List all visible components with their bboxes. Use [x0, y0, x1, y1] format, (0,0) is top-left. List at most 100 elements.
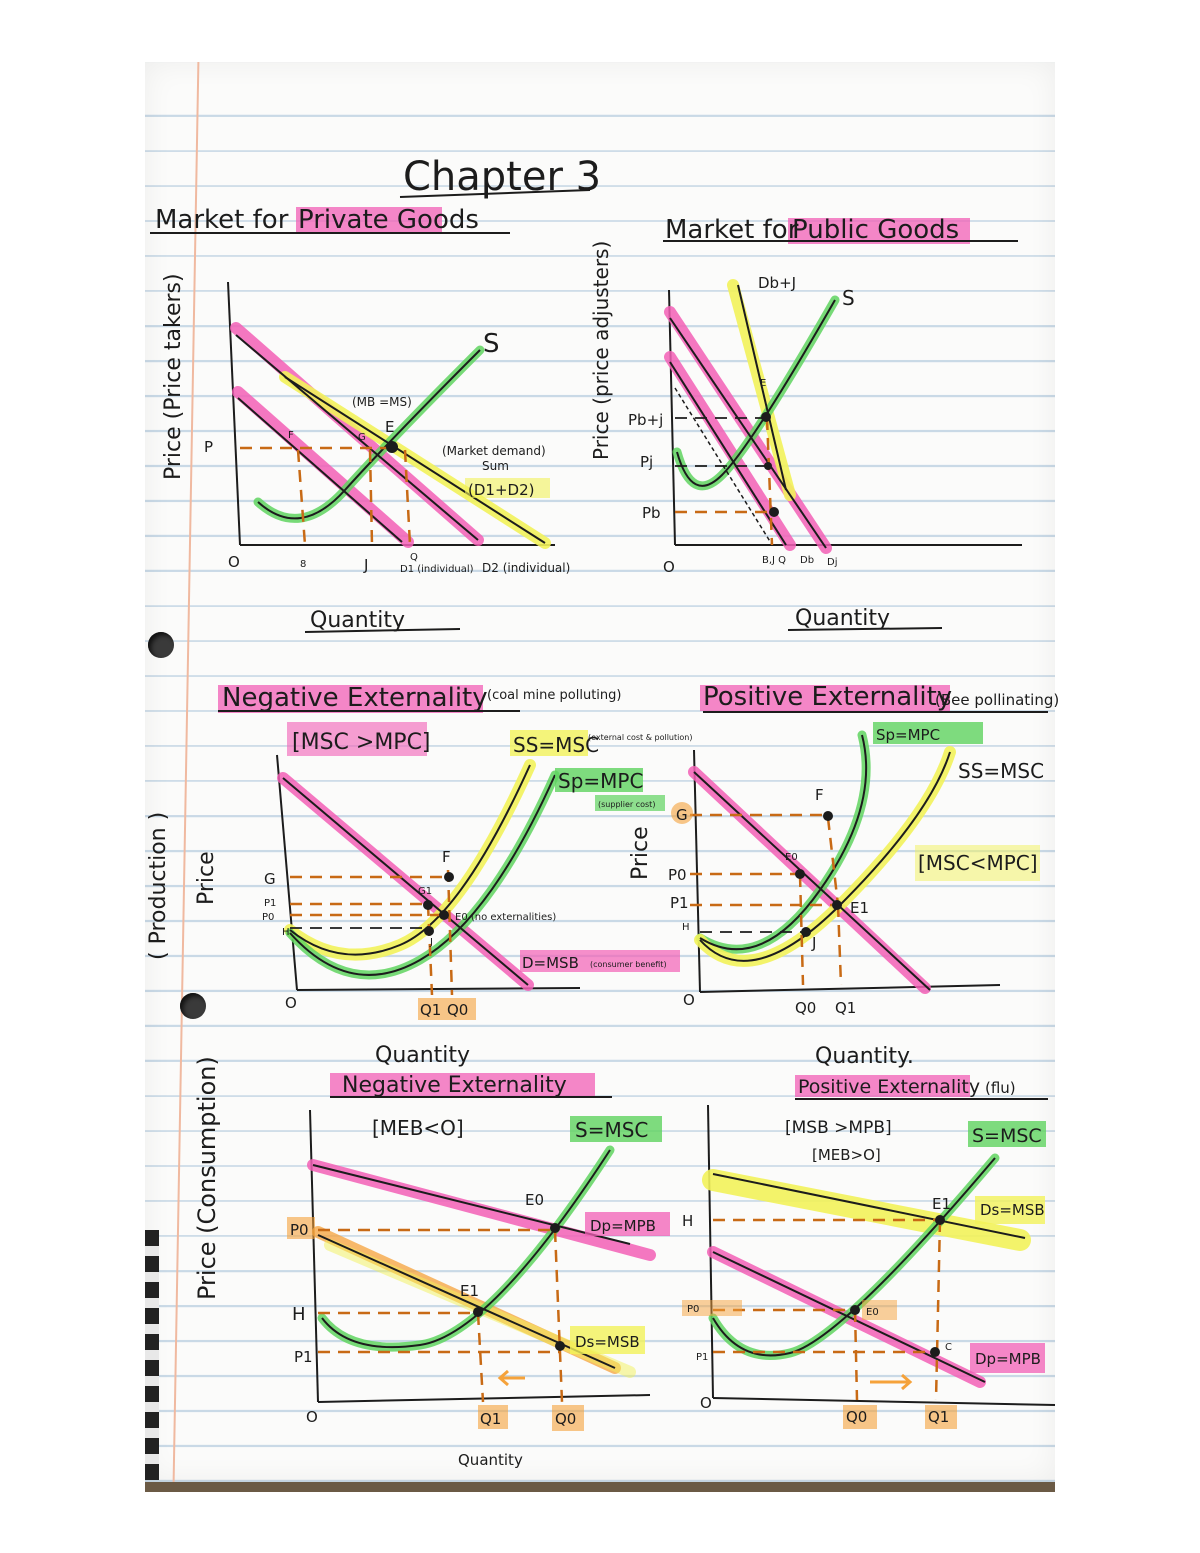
neg-cons-origin: O [306, 1408, 318, 1426]
neg-cons-e1: E1 [460, 1282, 479, 1300]
private-x-axis: Quantity [310, 608, 405, 633]
pos-prod-f: F [815, 786, 824, 804]
private-supply-label: S [483, 329, 500, 359]
private-heading-highlight: Private Goods [298, 205, 479, 235]
neg-cons-s-msc: S=MSC [575, 1118, 648, 1142]
private-market-demand-3: (D1+D2) [468, 481, 534, 499]
margin-label-price-adjusters: Price (price adjusters) [589, 241, 613, 460]
pos-prod-sp-mpc: Sp=MPC [876, 726, 940, 744]
public-point-e: E [760, 378, 766, 389]
neg-prod-p0: P0 [262, 912, 274, 923]
pos-cons-e0: E0 [866, 1307, 879, 1318]
neg-prod-g1: G1 [418, 886, 432, 897]
pos-prod-g: G [676, 806, 688, 824]
chart-public-goods: Market for Public Goods Db+J S E Pb+j Pj… [628, 215, 1022, 631]
neg-cons-h: H [292, 1304, 306, 1325]
pos-cons-q0: Q0 [846, 1408, 867, 1426]
neg-prod-d-note: (consumer benefit) [590, 960, 667, 969]
public-q-axis: B,J Q [762, 555, 786, 566]
pos-prod-p1: P1 [670, 894, 689, 912]
pos-cons-q1: Q1 [928, 1408, 949, 1426]
private-mb-ms: (MB =MS) [352, 395, 412, 409]
neg-prod-p1: P1 [264, 898, 276, 909]
pos-prod-q0: Q0 [795, 999, 816, 1017]
pos-prod-h: H [682, 922, 690, 933]
neg-prod-j: J [429, 937, 433, 948]
private-q-8: 8 [300, 559, 306, 570]
neg-prod-origin: O [285, 994, 297, 1012]
neg-prod-e0: E0 (no externalities) [455, 912, 556, 923]
spiral-binding [145, 1230, 159, 1480]
pos-cons-c: C [945, 1342, 952, 1353]
neg-cons-p1: P1 [294, 1348, 313, 1366]
punch-hole [148, 632, 174, 658]
pos-cons-note: (flu) [985, 1079, 1016, 1097]
pos-cons-origin: O [700, 1394, 712, 1412]
pos-prod-heading: Positive Externality [703, 682, 952, 712]
neg-cons-p0: P0 [290, 1221, 309, 1239]
neg-prod-sp-note: (supplier cost) [598, 800, 655, 809]
neg-cons-heading: Negative Externality [342, 1073, 567, 1098]
pos-prod-x-axis: Quantity. [815, 1044, 914, 1069]
public-supply-label: S [842, 286, 855, 310]
private-point-f: F [288, 430, 294, 441]
neg-prod-d-msb: D=MSB [522, 954, 579, 972]
neg-cons-ds-msb: Ds=MSB [575, 1333, 640, 1351]
private-d2: D2 (individual) [482, 561, 570, 575]
private-q-j: J [363, 556, 368, 574]
public-db-j: Db+J [758, 274, 796, 292]
neg-cons-dp-mpb: Dp=MPB [590, 1217, 656, 1235]
neg-prod-h: H [282, 927, 290, 938]
neg-cons-condition: [MEB<O] [372, 1116, 464, 1140]
public-p-b: Pb [642, 504, 661, 522]
neg-prod-condition: [MSC >MPC] [292, 730, 431, 755]
private-origin: O [228, 553, 240, 571]
neg-prod-g: G [264, 870, 276, 888]
neg-prod-sp-mpc: Sp=MPC [558, 769, 643, 793]
page-title-group: Chapter 3 [399, 154, 601, 200]
pos-prod-note: (Bee pollinating) [935, 691, 1059, 709]
neg-cons-q1: Q1 [480, 1410, 501, 1428]
neg-prod-x-axis: Quantity [375, 1043, 470, 1068]
pos-cons-s-msc: S=MSC [972, 1125, 1042, 1147]
public-origin: O [663, 558, 675, 576]
neg-prod-ss-msc: SS=MSC [513, 733, 599, 757]
pos-prod-y-axis: Price [628, 826, 653, 880]
private-heading-prefix: Market for [155, 205, 289, 235]
pos-cons-heading: Positive Externality [798, 1076, 980, 1098]
pos-prod-e1: E1 [850, 899, 869, 917]
chart-negative-production: Negative Externality (coal mine pollutin… [218, 683, 692, 1068]
neg-prod-q0: Q0 [447, 1001, 468, 1019]
neg-cons-x-axis: Quantity [458, 1451, 523, 1469]
public-db: Db [800, 555, 814, 566]
public-p-bj: Pb+j [628, 411, 663, 429]
public-p-j: Pj [640, 453, 653, 471]
margin-label-production: ( Production ) [146, 812, 171, 960]
margin-label-price: Price [194, 851, 219, 905]
pos-prod-p0: P0 [668, 866, 687, 884]
pos-cons-p1: P1 [696, 1352, 708, 1363]
pos-cons-h: H [682, 1212, 693, 1230]
private-point-e: E [385, 418, 394, 436]
margin-label-consumption: Price (Consumption) [193, 1056, 221, 1300]
pos-cons-ds-msb: Ds=MSB [980, 1201, 1045, 1219]
private-price-label: P [204, 438, 213, 456]
public-dj: Dj [827, 557, 837, 568]
pos-cons-e1: E1 [932, 1195, 951, 1213]
pos-cons-p0: P0 [687, 1304, 699, 1315]
punch-hole [180, 993, 206, 1019]
neg-prod-note: (coal mine polluting) [487, 688, 621, 703]
pos-prod-q1: Q1 [835, 999, 856, 1017]
pos-prod-origin: O [683, 991, 695, 1009]
pos-cons-condition-1: [MSB >MPB] [785, 1118, 892, 1138]
pos-cons-condition-2: [MEB>O] [812, 1146, 881, 1164]
pos-prod-condition: [MSC<MPC] [918, 851, 1038, 875]
pos-prod-j: J [811, 934, 816, 952]
neg-cons-q0: Q0 [555, 1410, 576, 1428]
chart-private-goods: Market for Private Goods P F G E (MB =MS… [150, 205, 570, 633]
pos-prod-e0: E0 [785, 852, 798, 863]
private-point-g: G [358, 432, 366, 443]
pos-prod-ss-msc: SS=MSC [958, 759, 1044, 783]
chart-positive-consumption: Positive Externality (flu) [MSB >MPB] [M… [682, 1075, 1056, 1429]
